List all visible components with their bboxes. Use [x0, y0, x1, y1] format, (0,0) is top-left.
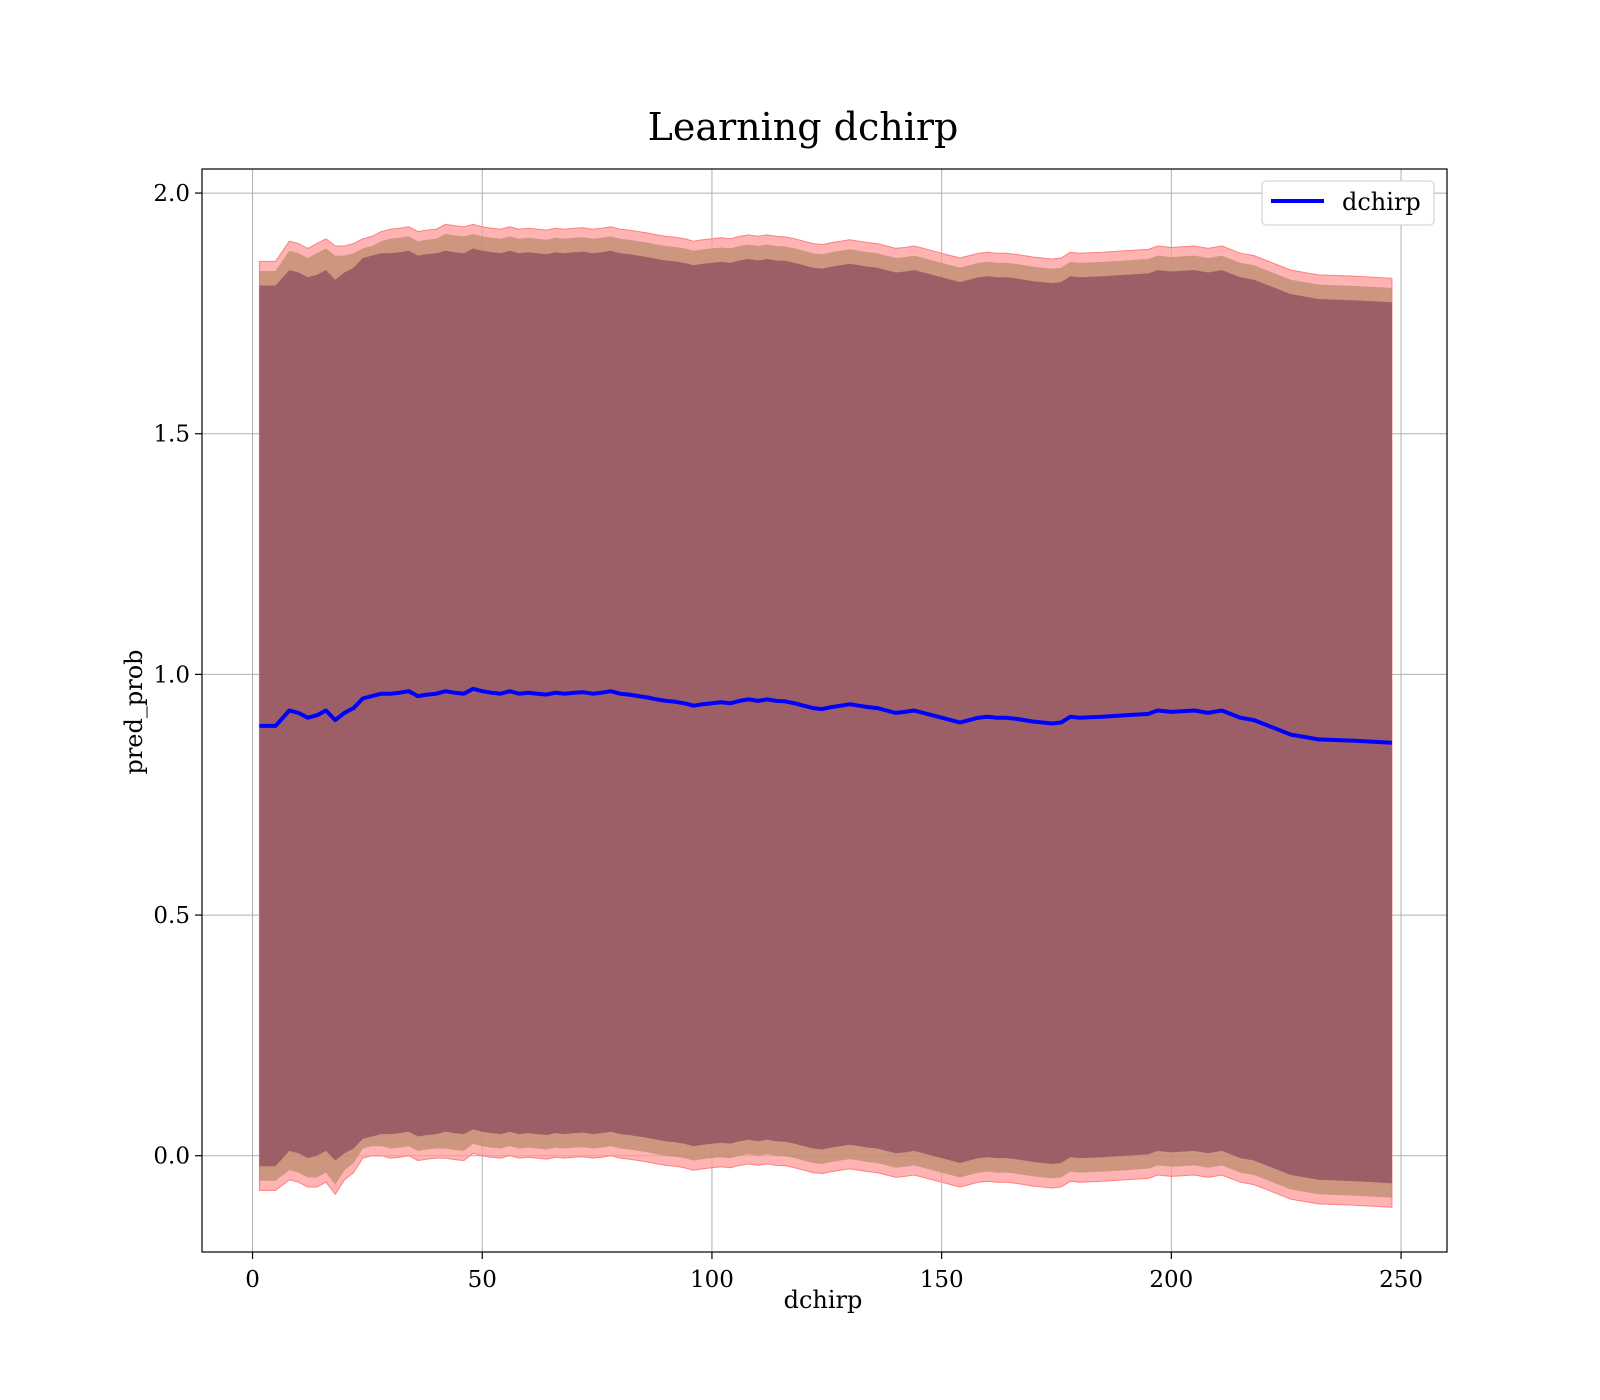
x-tick-label: 150 — [920, 1267, 964, 1293]
y-axis-ticks: 0.0 0.5 1.0 1.5 2.0 — [153, 181, 202, 1170]
series-lines — [259, 686, 1393, 745]
legend: dchirp — [1261, 180, 1435, 226]
y-tick-label: 0.0 — [153, 1144, 190, 1170]
y-tick-label: 1.5 — [153, 422, 190, 448]
y-tick-label: 1.0 — [153, 662, 190, 688]
confidence-bands — [258, 223, 1393, 1208]
legend-box — [1261, 180, 1435, 226]
series-line-dchirp — [259, 686, 1393, 745]
x-tick-label: 200 — [1149, 1267, 1193, 1293]
chart-title: Learning dchirp — [648, 105, 959, 149]
y-tick-label: 2.0 — [153, 181, 190, 207]
x-axis-label: dchirp — [784, 1286, 863, 1314]
legend-label-dchirp: dchirp — [1342, 188, 1421, 216]
y-axis-label: pred_prob — [120, 649, 148, 774]
x-axis-ticks: 0 50 100 150 200 250 — [245, 1252, 1423, 1293]
x-tick-label: 0 — [245, 1267, 260, 1293]
inner-confidence-band — [259, 248, 1392, 1184]
x-tick-label: 100 — [690, 1267, 734, 1293]
x-tick-label: 50 — [468, 1267, 497, 1293]
y-tick-label: 0.5 — [153, 903, 190, 929]
plot-frame — [201, 168, 1448, 1253]
x-tick-label: 250 — [1379, 1267, 1423, 1293]
